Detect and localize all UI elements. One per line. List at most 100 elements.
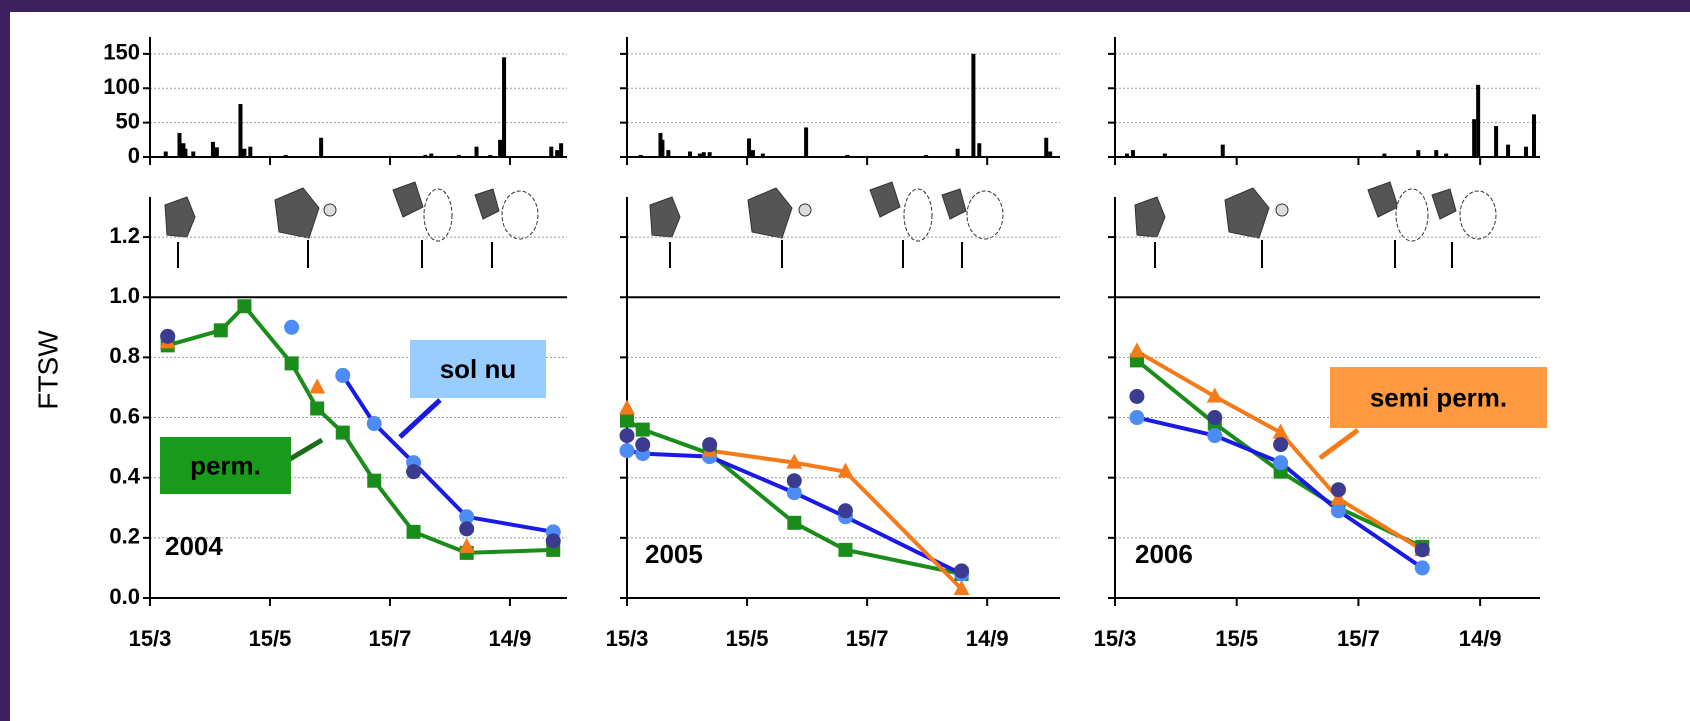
callout-connector: [283, 437, 324, 465]
bar: [1444, 153, 1449, 157]
y-tick-label: 1.2: [109, 223, 140, 248]
marker: [545, 533, 561, 549]
year-label: 2005: [645, 539, 703, 569]
marker: [160, 328, 176, 344]
bar: [666, 150, 671, 157]
marker: [1330, 482, 1346, 498]
marker: [837, 462, 854, 478]
marker: [953, 579, 970, 595]
bar: [750, 150, 755, 157]
bar: [488, 154, 493, 157]
marker: [335, 425, 350, 440]
marker: [837, 503, 853, 519]
callout-box: [160, 437, 291, 494]
bar: [804, 127, 809, 157]
frame-top: [0, 0, 1690, 12]
marker: [213, 323, 228, 338]
bar: [924, 154, 929, 157]
marker: [284, 319, 300, 335]
icon: [649, 196, 681, 268]
icon: [1134, 196, 1166, 268]
bar: [549, 146, 554, 157]
marker: [619, 428, 635, 444]
bar: [1434, 150, 1439, 157]
bar: [1162, 153, 1167, 157]
bar: [760, 153, 765, 157]
bar: [423, 154, 428, 157]
marker: [1272, 423, 1289, 439]
icon: [1367, 181, 1429, 268]
marker: [458, 537, 475, 553]
bar: [638, 154, 643, 157]
bar: [1382, 153, 1387, 157]
y-tick-label: 0.2: [109, 524, 140, 549]
bar: [955, 148, 960, 157]
x-tick-label: 14/9: [1459, 626, 1502, 651]
x-tick-label: 15/7: [369, 626, 412, 651]
marker: [787, 515, 802, 530]
x-tick-label: 15/5: [726, 626, 769, 651]
marker: [702, 437, 718, 453]
bar: [1416, 150, 1421, 157]
bar: [1044, 137, 1049, 157]
bar: [429, 153, 434, 157]
icon: [869, 181, 933, 268]
bar: [977, 143, 982, 157]
icon: [1224, 187, 1289, 268]
marker: [1207, 410, 1223, 426]
bar: [242, 148, 247, 157]
marker: [620, 413, 634, 428]
icon: [941, 188, 1004, 268]
phenology-icons: [164, 181, 1497, 268]
marker: [366, 416, 382, 432]
bar: [191, 151, 196, 157]
year-label: 2006: [1135, 539, 1193, 569]
bar: [1124, 153, 1129, 157]
marker: [367, 473, 382, 488]
x-tick-label: 14/9: [966, 626, 1009, 651]
bar: [971, 53, 976, 157]
bar: [498, 139, 503, 157]
bar: [177, 132, 182, 157]
x-tick-label: 15/7: [846, 626, 889, 651]
bar: [163, 151, 168, 157]
marker: [335, 367, 351, 383]
bar: [845, 154, 850, 157]
marker: [1330, 489, 1347, 505]
marker: [619, 443, 635, 459]
bar: [697, 153, 702, 157]
bar: [1220, 144, 1225, 157]
y-tick-label: 0.4: [109, 464, 140, 489]
marker: [1414, 560, 1430, 576]
marker: [406, 464, 422, 480]
bar: [210, 141, 215, 157]
marker: [1129, 388, 1145, 404]
y-tick-label: 0.0: [109, 584, 140, 609]
marker: [838, 542, 853, 557]
year-label: 2004: [165, 531, 223, 561]
x-tick-label: 15/3: [129, 626, 172, 651]
marker: [1206, 387, 1223, 403]
y-tick-label: 0.6: [109, 403, 140, 428]
marker: [459, 521, 475, 537]
y-tick-label: 0: [128, 143, 140, 168]
y-tick-label: 1.0: [109, 283, 140, 308]
icon: [474, 188, 539, 268]
x-tick-label: 15/3: [1094, 626, 1137, 651]
bar: [183, 148, 188, 157]
marker: [1330, 503, 1346, 519]
y-tick-label: 100: [103, 74, 140, 99]
frame-left: [0, 0, 10, 721]
bar: [319, 137, 324, 157]
icon: [274, 187, 337, 268]
marker: [786, 453, 803, 469]
marker: [635, 422, 650, 437]
bar: [687, 151, 692, 157]
bar: [456, 154, 461, 157]
callout-connector: [398, 398, 442, 439]
marker: [619, 399, 635, 415]
icon: [747, 187, 812, 268]
marker: [786, 473, 802, 489]
marker: [1273, 437, 1289, 453]
